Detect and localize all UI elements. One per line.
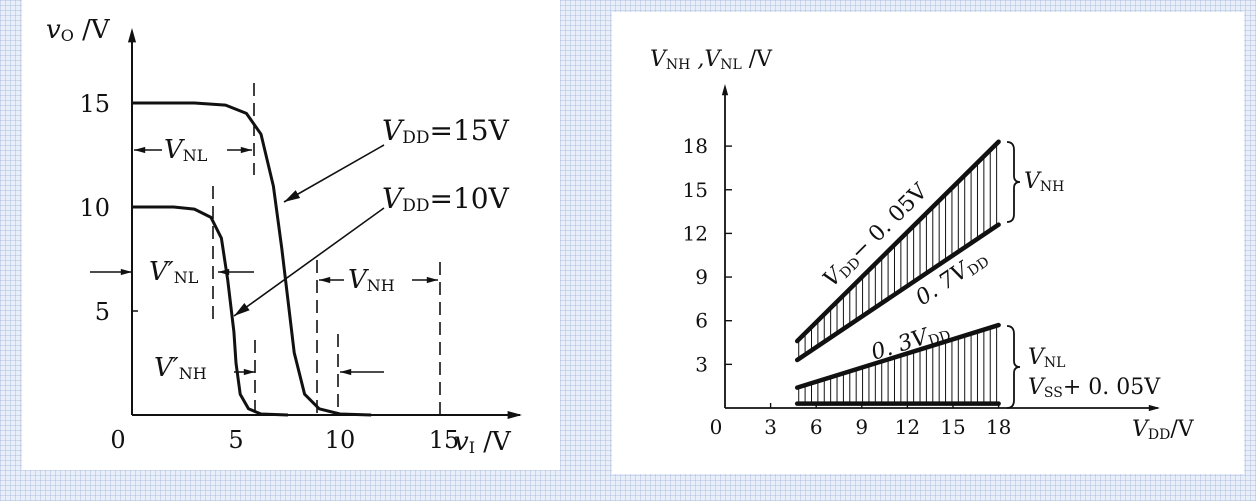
vnl-prime-arrow-right-head <box>218 268 230 276</box>
x-tick-label-0: 0 <box>110 426 125 454</box>
x-tick-label-12: 12 <box>895 415 920 439</box>
y-axis-title: vO /V <box>46 15 111 45</box>
left-chart-panel: vO /V vI /V 0 5 10 15 5 10 15 VNL V′NL V′NH VNH VDD=1… <box>22 0 560 470</box>
x-axis-title: VDD/V <box>1132 417 1195 443</box>
vnh-arrow-left-head <box>319 276 331 284</box>
label-vnl-brace: VNL <box>1028 345 1065 371</box>
vnl-arrow-right-head <box>240 146 252 154</box>
x-axis-arrow <box>507 410 522 420</box>
x-tick-label-5: 5 <box>228 426 243 454</box>
label-vnl-prime: V′NL <box>149 257 199 287</box>
y-tick-label-15: 15 <box>79 90 110 118</box>
line-vdd-minus-005 <box>794 139 1001 344</box>
vnh-arrow-right-head <box>426 276 438 284</box>
label-03vdd: 0. 3VDD <box>868 318 952 367</box>
y-axis-arrow <box>127 28 137 43</box>
pointer-vdd10 <box>233 207 385 317</box>
line-03vdd <box>794 322 1001 390</box>
vnl-prime-arrow-left-head <box>120 268 132 276</box>
label-vdd-minus-005: VDD− 0. 05V <box>819 178 934 293</box>
x-tick-label-10: 10 <box>325 426 356 454</box>
series-curve-vdd10 <box>132 205 289 417</box>
line-07vdd <box>794 222 1001 363</box>
y-tick-label-12: 12 <box>683 221 708 245</box>
noise-margin-chart: VNH ,VNL /V VDD/V 0 3 6 9 12 15 18 3 6 9 12 15 18 VDD− … <box>650 47 1195 443</box>
label-vnh-prime: V′NH <box>154 353 207 383</box>
label-vss-plus-005: VSS+ 0. 05V <box>1028 375 1161 401</box>
right-chart-panel: VNH ,VNL /V VDD/V 0 3 6 9 12 15 18 3 6 9 12 15 18 VDD− … <box>612 12 1244 474</box>
pointer-vdd15 <box>283 144 385 203</box>
vnh-prime-arrow-head <box>243 368 255 376</box>
x-tick-label-9: 9 <box>855 415 868 439</box>
y-tick-label-15: 15 <box>683 178 708 202</box>
series-curve-vdd15 <box>132 101 372 417</box>
label-vnl: VNL <box>164 135 208 165</box>
transfer-characteristic-chart: vO /V vI /V 0 5 10 15 5 10 15 VNL V′NL V′NH VNH VDD=1… <box>46 15 522 457</box>
x-tick-label-0: 0 <box>710 415 723 439</box>
pointer-vdd10-head <box>234 302 250 316</box>
x-tick-label-18: 18 <box>986 415 1011 439</box>
x-tick-label-6: 6 <box>810 415 823 439</box>
y-tick-label-10: 10 <box>79 194 110 222</box>
label-vnh: VNH <box>348 265 395 295</box>
y-axis-title: VNH ,VNL /V <box>650 47 773 73</box>
x-axis-title: vI /V <box>454 427 512 457</box>
pointer-vdd15-head <box>284 190 301 202</box>
y-tick-label-5: 5 <box>95 298 110 326</box>
x-tick-label-15: 15 <box>429 426 460 454</box>
brace-vnh <box>1006 141 1021 223</box>
y-tick-label-9: 9 <box>695 265 708 289</box>
label-vdd15: VDD=15V <box>382 114 510 148</box>
x-axis-arrow <box>1148 404 1160 412</box>
y-axis-arrow <box>721 84 729 96</box>
y-tick-label-3: 3 <box>695 352 708 376</box>
brace-vnl <box>1006 325 1021 409</box>
y-tick-label-18: 18 <box>683 134 708 158</box>
label-vnh-brace: VNH <box>1024 169 1064 195</box>
vnh-prime-arrow2-head <box>340 368 352 376</box>
vnl-arrow-left-head <box>134 146 146 154</box>
y-tick-label-6: 6 <box>695 309 708 333</box>
x-tick-label-15: 15 <box>940 415 965 439</box>
label-vdd10: VDD=10V <box>382 182 510 216</box>
x-tick-label-3: 3 <box>764 415 777 439</box>
